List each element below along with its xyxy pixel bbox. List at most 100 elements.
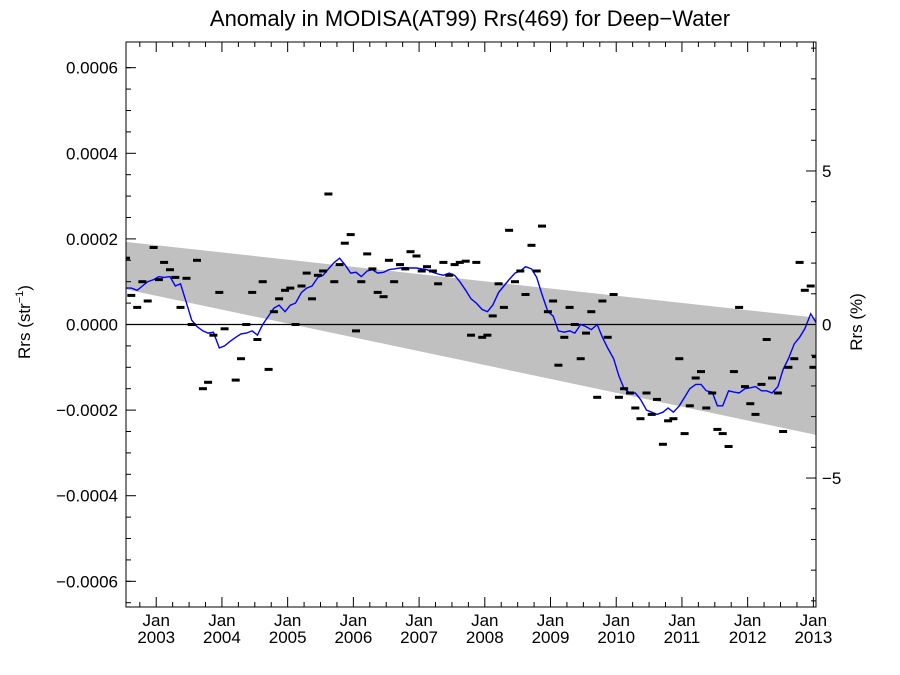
data-point <box>702 406 711 410</box>
data-point <box>417 269 426 273</box>
data-point <box>138 280 147 284</box>
x-tick-label-month: Jan <box>800 611 827 630</box>
y-axis-label-left-text: Rrs (str <box>15 303 34 359</box>
data-point <box>149 246 158 249</box>
plot-content <box>126 192 816 448</box>
data-point <box>302 271 311 275</box>
data-point <box>363 252 372 256</box>
y-tick-label: −0.0006 <box>56 572 118 591</box>
data-point <box>390 280 399 284</box>
uncertainty-band <box>126 241 816 435</box>
data-point <box>406 250 415 254</box>
data-point <box>647 412 656 416</box>
data-point <box>653 397 661 401</box>
chart-title: Anomaly in MODISA(AT99) Rrs(469) for Dee… <box>210 6 730 31</box>
x-tick-label-year: 2005 <box>269 628 307 647</box>
data-point <box>204 380 213 384</box>
data-point <box>697 370 705 374</box>
data-point <box>297 284 306 288</box>
data-point <box>166 268 174 272</box>
data-point <box>511 280 519 284</box>
data-point <box>499 305 508 309</box>
data-point <box>538 224 546 228</box>
data-point <box>264 367 273 371</box>
data-point <box>330 280 339 284</box>
data-point <box>587 310 596 314</box>
data-point <box>275 297 284 301</box>
data-point <box>685 404 694 408</box>
data-point <box>669 417 678 421</box>
x-tick-label-month: Jan <box>734 611 761 630</box>
data-point <box>658 442 667 446</box>
data-point <box>127 293 136 297</box>
data-point <box>614 395 623 399</box>
data-point <box>582 331 590 335</box>
data-point <box>626 391 634 395</box>
data-point <box>713 427 722 431</box>
data-point <box>691 376 700 380</box>
data-point <box>445 273 454 277</box>
data-point <box>790 357 799 361</box>
y-tick-label: 0.0002 <box>66 230 118 249</box>
data-point <box>308 297 316 301</box>
data-point <box>248 290 257 294</box>
data-point <box>269 310 278 314</box>
plot-area <box>126 192 816 448</box>
data-point <box>171 275 180 279</box>
data-point <box>291 323 300 326</box>
x-tick-label-month: Jan <box>340 611 367 630</box>
x-tick-label-year: 2003 <box>137 628 175 647</box>
data-point <box>319 269 328 273</box>
smoothed-series-line <box>126 257 816 416</box>
data-point <box>428 269 437 273</box>
x-tick-label-month: Jan <box>274 611 301 630</box>
data-point <box>215 290 224 294</box>
data-point <box>450 263 459 267</box>
data-point <box>800 288 809 292</box>
y-tick-label: −0.0004 <box>56 487 118 506</box>
data-point <box>598 299 607 303</box>
axes: −0.0006 −0.0004 −0.0002 0.0000 0.0002 0.0004 0… <box>56 41 841 647</box>
data-point <box>565 305 574 309</box>
data-point <box>352 329 360 333</box>
x-tick-label-year: 2007 <box>400 628 438 647</box>
data-point <box>154 278 163 282</box>
data-point <box>467 333 475 337</box>
data-point <box>768 376 776 380</box>
data-point <box>631 406 640 410</box>
x-tick-label-month: Jan <box>405 611 432 630</box>
data-point <box>773 391 782 395</box>
data-point <box>133 305 142 309</box>
data-point <box>340 241 349 245</box>
x-tick-label-month: Jan <box>537 611 564 630</box>
data-point <box>253 338 262 341</box>
data-point <box>237 357 245 361</box>
data-point <box>335 263 344 267</box>
y2-tick-label: 0 <box>822 316 831 335</box>
data-point <box>809 365 816 369</box>
data-point <box>593 395 602 399</box>
data-point <box>220 327 229 331</box>
data-point <box>505 228 514 232</box>
data-point <box>242 323 251 326</box>
data-point <box>313 273 322 277</box>
data-point <box>664 419 673 423</box>
data-point <box>642 391 651 395</box>
data-point <box>680 432 689 436</box>
data-point <box>182 276 191 280</box>
data-point <box>724 445 733 448</box>
y-axis-label-left: Rrs (str−1) <box>14 285 34 359</box>
data-point <box>746 402 755 406</box>
data-point <box>368 267 377 271</box>
x-tick-label-year: 2013 <box>794 628 832 647</box>
data-point <box>784 365 793 369</box>
x-tick-label-year: 2010 <box>597 628 635 647</box>
data-point <box>455 260 464 264</box>
data-point <box>401 267 410 271</box>
data-point <box>603 335 612 339</box>
data-point <box>795 260 804 264</box>
x-tick-label-year: 2008 <box>466 628 504 647</box>
data-point <box>143 299 152 303</box>
data-point <box>576 357 585 361</box>
